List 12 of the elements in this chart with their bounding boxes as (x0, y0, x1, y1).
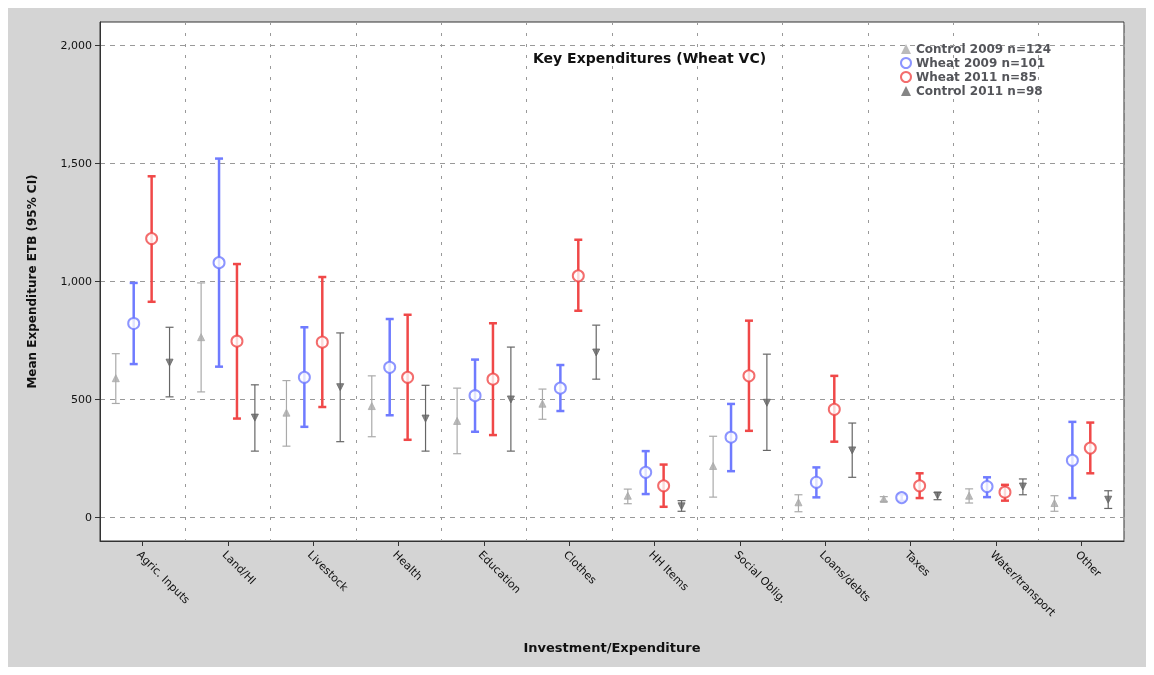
y-tick-label: 0 (85, 510, 92, 524)
y-tick-label: 500 (71, 392, 92, 406)
x-axis-title: Investment/Expenditure (523, 640, 701, 655)
legend-label: Wheat 2011 n=85 (915, 70, 1037, 84)
legend-label: Control 2011 n=98 (915, 84, 1043, 98)
y-axis-title: Mean Expenditure ETB (95% CI) (25, 174, 39, 389)
legend-label: Wheat 2009 n=101 (915, 56, 1046, 70)
text: Key Expenditures (Wheat VC) (533, 50, 767, 66)
y-tick-label: 1,000 (60, 275, 92, 288)
legend-label: Control 2009 n=124 (915, 42, 1052, 56)
y-tick-label: 1,500 (60, 157, 92, 171)
y-tick-label: 2,000 (60, 39, 92, 53)
